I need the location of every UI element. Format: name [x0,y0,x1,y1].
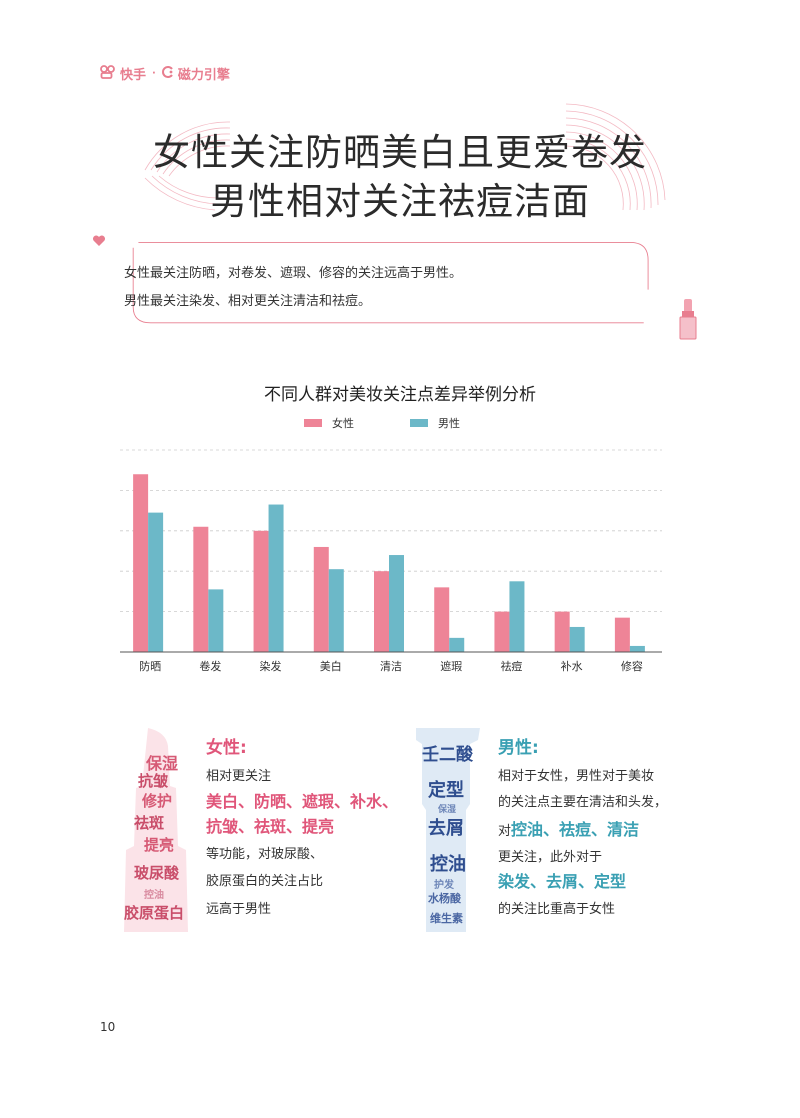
brand-cili: 磁力引擎 [177,68,230,83]
summary-line2: 男性最关注染发、相对更关注清洁和祛痘。 [124,294,372,309]
bar-male [629,645,645,652]
male-cloud-word: 去屑 [428,818,464,839]
male-cloud-word: 控油 [430,854,466,875]
female-cloud-shape [124,728,188,932]
female-cloud-word: 保湿 [146,754,179,773]
brand-header: 快手 · 磁力引擎 [100,64,230,83]
page-title-line2: 男性相对关注祛痘洁面 [210,180,590,223]
female-text-2: 等功能，对玻尿酸、 [206,847,324,862]
female-cloud-word: 玻尿酸 [134,864,180,882]
male-text-3-line: 对控油、祛痘、清洁 [498,817,639,845]
kuaishou-logo-icon [100,64,116,83]
bar-female [614,617,630,652]
bar-female [253,530,269,652]
x-tick-label: 清洁 [380,660,402,673]
female-text-1: 相对更关注 [206,769,272,784]
x-tick-label: 染发 [260,659,282,673]
male-highlight-2: 染发、去屑、定型 [498,872,627,891]
x-tick-label: 防晒 [139,659,161,673]
bar-male [389,555,404,652]
summary-line1: 女性最关注防晒，对卷发、遮瑕、修容的关注远高于男性。 [124,266,463,281]
male-panel-title: 男性: [498,738,539,758]
female-text-3: 胶原蛋白的关注占比 [206,874,324,889]
female-cloud-word: 抗皱 [138,772,169,790]
female-text-4: 远高于男性 [206,902,272,917]
chart-legend: 女性 男性 [0,415,800,433]
female-word-cloud: 保湿 抗皱 修护 祛斑 提亮 玻尿酸 控油 胶原蛋白 [120,726,192,934]
legend-item-female: 女性 [304,415,354,431]
bar-female [313,546,329,652]
bar-male [449,637,465,652]
legend-item-male: 男性 [410,415,460,431]
female-cloud-word: 控油 [144,890,164,901]
male-cloud-word: 保湿 [438,805,457,815]
bar-female [193,526,209,652]
bar-male [509,581,525,652]
bar-male [208,589,224,652]
legend-swatch-male [410,419,428,427]
heart-icon [92,235,106,246]
legend-label-male: 男性 [438,417,460,430]
decorative-rings-graphic [144,103,666,211]
x-tick-label: 修容 [621,659,643,673]
male-cloud-word: 维生素 [430,912,463,925]
male-cloud-shape [416,728,480,932]
brand-separator: · [152,68,156,79]
bar-female [133,474,149,652]
female-cloud-word: 祛斑 [134,814,165,832]
male-highlight-1: 控油、祛痘、清洁 [511,820,640,839]
x-tick-label: 遮瑕 [440,659,462,673]
male-cloud-word: 壬二酸 [422,745,473,765]
male-cloud-word: 水杨酸 [428,892,461,905]
bar-female [494,611,510,652]
x-tick-label: 美白 [320,659,342,673]
bar-male [328,569,344,652]
bar-female [374,571,389,652]
lipstick-icon [679,299,697,340]
x-tick-label: 补水 [561,660,583,673]
female-cloud-word: 提亮 [144,836,175,854]
x-tick-label: 祛痘 [500,659,522,673]
male-word-cloud: 壬二酸 定型 去屑 控油 保湿 护发 水杨酸 维生素 [412,726,484,934]
bar-male [569,626,585,652]
page-number: 10 [100,1020,116,1034]
bar-female [554,611,570,652]
brand-kuaishou: 快手 [120,68,147,83]
female-highlight-1: 美白、防晒、遮瑕、补水、 [206,792,399,811]
bar-male [148,512,164,652]
chart-title: 不同人群对美妆关注点差异举例分析 [264,385,536,405]
female-cloud-word: 胶原蛋白 [124,904,185,922]
male-text-1: 相对于女性，男性对于美妆 [498,769,655,784]
page-title-line1: 女性关注防晒美白且更爱卷发 [153,131,647,174]
cili-logo-icon [161,65,174,82]
female-panel-title: 女性: [206,738,247,758]
bar-female [434,587,450,652]
male-text-4: 更关注，此外对于 [498,850,603,865]
bar-chart: 防晒 卷发 染发 美白 清洁 遮瑕 祛痘 补水 修容 [120,449,662,673]
legend-swatch-female [304,419,322,427]
male-text-2: 的关注点主要在清洁和头发， [498,795,668,810]
x-tick-label: 卷发 [199,659,221,673]
female-highlight-2: 抗皱、祛斑、提亮 [206,817,335,836]
male-text-3: 对 [498,824,512,839]
bar-male [268,504,284,652]
female-cloud-word: 修护 [142,792,173,810]
male-cloud-word: 护发 [434,880,454,891]
male-cloud-word: 定型 [428,780,464,801]
male-text-5: 的关注比重高于女性 [498,902,616,917]
summary-frame [132,242,649,324]
legend-label-female: 女性 [332,417,354,430]
